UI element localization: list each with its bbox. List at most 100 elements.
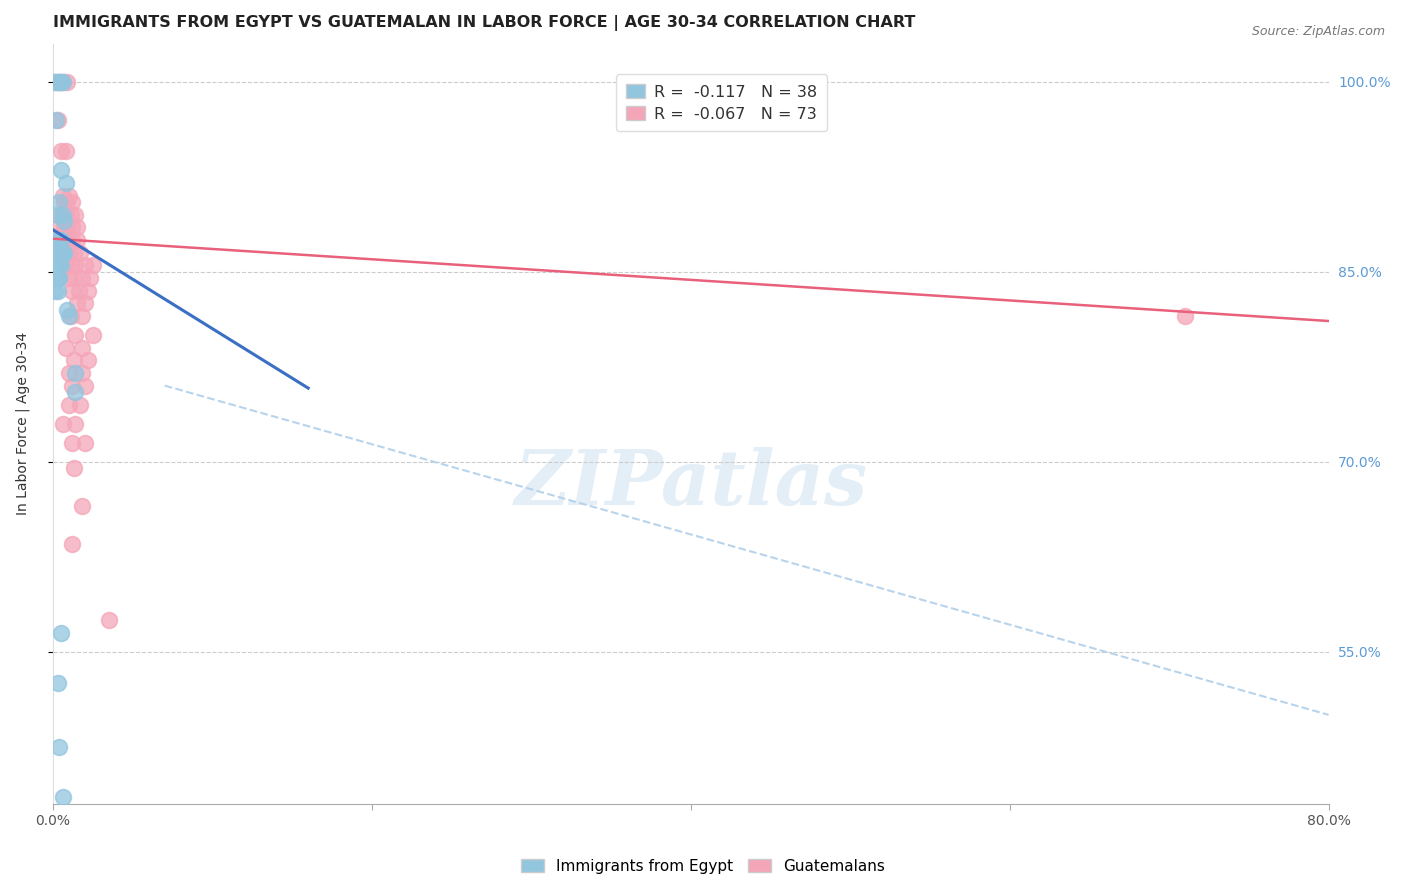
Point	[55, 208, 77, 222]
Point	[49, 233, 72, 247]
Point	[44, 258, 66, 272]
Point	[49, 163, 72, 178]
Point	[52, 208, 75, 222]
Point	[48, 75, 70, 89]
Point	[52, 790, 75, 805]
Point	[63, 271, 86, 285]
Point	[73, 258, 96, 272]
Point	[77, 284, 100, 298]
Point	[66, 296, 89, 310]
Point	[45, 233, 67, 247]
Point	[97, 613, 120, 627]
Point	[70, 366, 93, 380]
Point	[44, 284, 66, 298]
Point	[53, 220, 76, 235]
Point	[55, 145, 77, 159]
Point	[46, 112, 69, 127]
Point	[58, 366, 80, 380]
Point	[55, 341, 77, 355]
Point	[46, 208, 69, 222]
Point	[48, 233, 70, 247]
Point	[49, 258, 72, 272]
Point	[60, 233, 83, 247]
Text: ZIPatlas: ZIPatlas	[515, 448, 868, 522]
Point	[53, 245, 76, 260]
Point	[60, 284, 83, 298]
Point	[58, 309, 80, 323]
Point	[63, 353, 86, 368]
Point	[45, 112, 67, 127]
Point	[52, 233, 75, 247]
Point	[59, 258, 82, 272]
Point	[1174, 309, 1197, 323]
Point	[65, 258, 87, 272]
Point	[56, 220, 79, 235]
Legend: Immigrants from Egypt, Guatemalans: Immigrants from Egypt, Guatemalans	[515, 853, 891, 880]
Point	[52, 245, 75, 260]
Point	[56, 75, 79, 89]
Point	[69, 398, 91, 412]
Point	[73, 296, 96, 310]
Point	[60, 220, 83, 235]
Point	[63, 245, 86, 260]
Point	[48, 739, 70, 754]
Point	[70, 271, 93, 285]
Point	[58, 398, 80, 412]
Point	[48, 194, 70, 209]
Point	[58, 271, 80, 285]
Point	[77, 353, 100, 368]
Point	[48, 75, 70, 89]
Point	[56, 233, 79, 247]
Point	[48, 220, 70, 235]
Point	[73, 378, 96, 392]
Point	[53, 245, 76, 260]
Point	[48, 258, 70, 272]
Point	[60, 435, 83, 450]
Point	[66, 220, 89, 235]
Point	[66, 233, 89, 247]
Point	[46, 75, 69, 89]
Point	[60, 194, 83, 209]
Point	[67, 284, 90, 298]
Point	[48, 271, 70, 285]
Point	[49, 145, 72, 159]
Point	[45, 271, 67, 285]
Point	[46, 284, 69, 298]
Point	[58, 188, 80, 202]
Point	[70, 341, 93, 355]
Point	[49, 245, 72, 260]
Point	[60, 537, 83, 551]
Point	[79, 271, 101, 285]
Text: IMMIGRANTS FROM EGYPT VS GUATEMALAN IN LABOR FORCE | AGE 30-34 CORRELATION CHART: IMMIGRANTS FROM EGYPT VS GUATEMALAN IN L…	[53, 15, 915, 31]
Point	[82, 327, 104, 342]
Point	[82, 258, 104, 272]
Point	[69, 245, 91, 260]
Text: Source: ZipAtlas.com: Source: ZipAtlas.com	[1251, 25, 1385, 38]
Point	[65, 417, 87, 431]
Point	[49, 208, 72, 222]
Point	[55, 258, 77, 272]
Y-axis label: In Labor Force | Age 30-34: In Labor Force | Age 30-34	[15, 332, 30, 516]
Point	[60, 378, 83, 392]
Point	[52, 188, 75, 202]
Point	[52, 417, 75, 431]
Point	[55, 176, 77, 190]
Point	[65, 366, 87, 380]
Point	[52, 75, 75, 89]
Point	[49, 75, 72, 89]
Point	[53, 194, 76, 209]
Point	[56, 194, 79, 209]
Point	[56, 302, 79, 317]
Point	[65, 384, 87, 399]
Point	[46, 271, 69, 285]
Point	[65, 327, 87, 342]
Point	[49, 625, 72, 640]
Point	[59, 309, 82, 323]
Point	[44, 75, 66, 89]
Point	[58, 245, 80, 260]
Point	[70, 499, 93, 513]
Point	[59, 208, 82, 222]
Point	[63, 461, 86, 475]
Point	[73, 435, 96, 450]
Point	[52, 75, 75, 89]
